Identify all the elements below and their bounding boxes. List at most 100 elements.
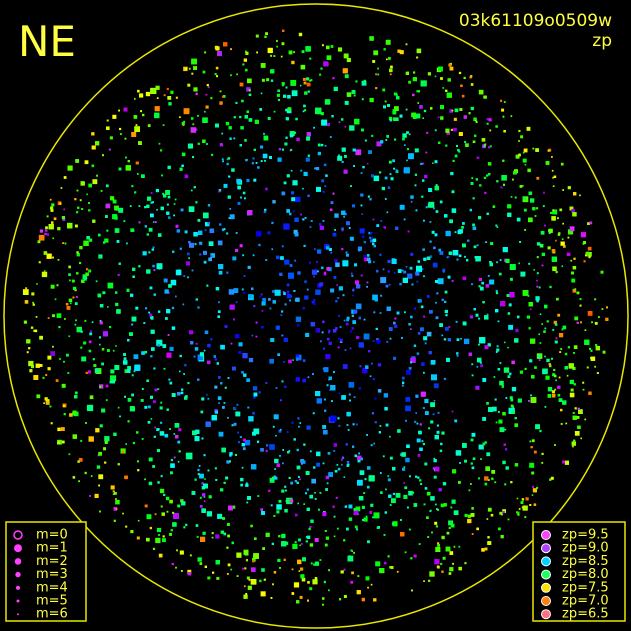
star bbox=[335, 300, 338, 303]
star bbox=[227, 563, 231, 567]
star bbox=[408, 367, 412, 370]
star bbox=[554, 340, 558, 344]
star bbox=[238, 351, 242, 354]
star bbox=[500, 301, 506, 307]
star bbox=[186, 261, 190, 266]
star bbox=[166, 352, 172, 358]
star bbox=[473, 117, 477, 121]
star bbox=[170, 529, 173, 532]
star bbox=[588, 256, 591, 259]
star bbox=[43, 251, 48, 255]
star bbox=[538, 286, 541, 289]
star bbox=[490, 242, 494, 245]
star bbox=[272, 425, 275, 428]
star bbox=[439, 323, 443, 327]
star bbox=[216, 362, 219, 365]
star bbox=[484, 345, 489, 350]
star bbox=[376, 269, 379, 273]
star bbox=[142, 251, 147, 256]
star bbox=[435, 210, 439, 213]
star bbox=[292, 210, 295, 213]
star bbox=[248, 294, 253, 298]
star bbox=[294, 513, 298, 517]
star bbox=[374, 421, 377, 424]
star bbox=[464, 562, 467, 565]
star bbox=[236, 178, 241, 184]
star bbox=[391, 498, 396, 504]
star bbox=[452, 159, 455, 162]
star bbox=[244, 440, 251, 446]
star bbox=[489, 129, 492, 132]
star bbox=[547, 149, 550, 152]
star bbox=[352, 445, 355, 448]
star bbox=[547, 387, 553, 392]
star bbox=[94, 368, 100, 373]
star bbox=[124, 369, 129, 373]
star bbox=[148, 251, 151, 254]
star bbox=[204, 330, 209, 335]
star bbox=[379, 253, 382, 256]
star bbox=[63, 208, 65, 211]
star bbox=[370, 583, 373, 586]
star bbox=[56, 313, 62, 318]
star bbox=[289, 499, 294, 503]
star bbox=[403, 482, 405, 484]
star bbox=[582, 388, 585, 391]
star bbox=[464, 141, 467, 143]
star bbox=[486, 118, 489, 121]
star bbox=[313, 563, 316, 566]
star bbox=[367, 195, 370, 198]
star bbox=[176, 229, 180, 233]
star bbox=[167, 195, 171, 199]
legend-marker bbox=[17, 613, 19, 616]
star bbox=[332, 77, 335, 80]
star bbox=[486, 174, 489, 177]
star bbox=[536, 242, 541, 246]
star bbox=[124, 395, 126, 398]
star bbox=[218, 376, 221, 379]
star bbox=[404, 311, 406, 314]
star bbox=[175, 269, 182, 276]
star bbox=[529, 440, 532, 443]
legend-label: zp=8.5 bbox=[562, 554, 609, 569]
star bbox=[505, 397, 508, 399]
star bbox=[334, 470, 338, 473]
star bbox=[238, 441, 240, 444]
star bbox=[371, 134, 374, 137]
star bbox=[444, 290, 448, 294]
star bbox=[330, 251, 333, 254]
star bbox=[576, 416, 580, 419]
star bbox=[441, 298, 444, 301]
star bbox=[285, 541, 289, 545]
star bbox=[135, 161, 139, 165]
star bbox=[74, 323, 77, 326]
star bbox=[343, 476, 346, 478]
star bbox=[246, 482, 248, 484]
star bbox=[451, 280, 454, 283]
star bbox=[217, 396, 222, 400]
star bbox=[440, 77, 443, 80]
star bbox=[187, 143, 193, 149]
star bbox=[416, 422, 419, 425]
star bbox=[458, 545, 461, 548]
star bbox=[572, 212, 577, 217]
star bbox=[180, 499, 184, 503]
star bbox=[141, 438, 144, 440]
star bbox=[360, 193, 364, 197]
star bbox=[112, 114, 117, 119]
star bbox=[157, 344, 161, 347]
star bbox=[214, 73, 217, 76]
star bbox=[277, 99, 280, 102]
star bbox=[197, 219, 201, 222]
star bbox=[282, 449, 284, 451]
star bbox=[184, 230, 188, 234]
star bbox=[379, 312, 382, 314]
star bbox=[146, 233, 149, 236]
star bbox=[184, 174, 189, 179]
star bbox=[202, 139, 206, 143]
legend-marker bbox=[541, 582, 551, 593]
star bbox=[263, 210, 267, 213]
star bbox=[273, 110, 276, 113]
star bbox=[395, 226, 399, 230]
